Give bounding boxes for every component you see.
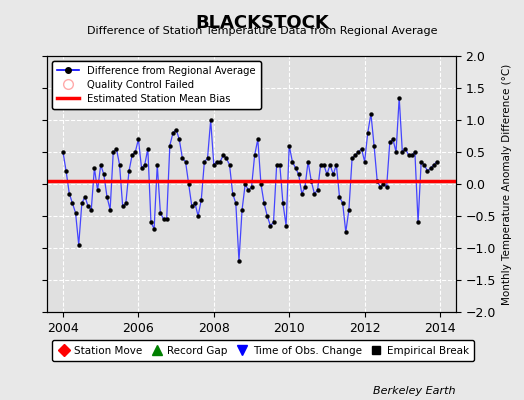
Text: Difference of Station Temperature Data from Regional Average: Difference of Station Temperature Data f… [87,26,437,36]
Legend: Station Move, Record Gap, Time of Obs. Change, Empirical Break: Station Move, Record Gap, Time of Obs. C… [52,340,474,361]
Text: BLACKSTOCK: BLACKSTOCK [195,14,329,32]
Text: Berkeley Earth: Berkeley Earth [374,386,456,396]
Y-axis label: Monthly Temperature Anomaly Difference (°C): Monthly Temperature Anomaly Difference (… [501,63,511,305]
Legend: Difference from Regional Average, Quality Control Failed, Estimated Station Mean: Difference from Regional Average, Qualit… [52,61,261,109]
